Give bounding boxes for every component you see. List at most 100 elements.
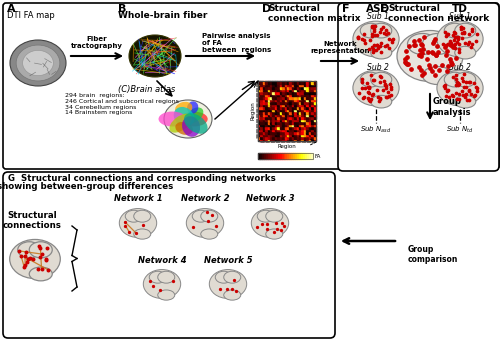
Bar [263, 99, 265, 101]
Bar [267, 126, 270, 129]
Bar [279, 131, 282, 133]
Bar [289, 89, 291, 91]
Bar [287, 133, 289, 136]
Bar [311, 81, 313, 84]
Bar [275, 91, 277, 93]
Bar [296, 131, 299, 133]
Bar [303, 126, 306, 129]
Bar [301, 114, 303, 116]
Bar [296, 99, 299, 101]
Bar [281, 153, 283, 159]
Ellipse shape [143, 269, 180, 298]
Ellipse shape [422, 33, 451, 55]
Bar [308, 93, 311, 96]
Bar [267, 106, 270, 108]
Bar [267, 114, 270, 116]
Bar [306, 131, 308, 133]
Bar [301, 126, 303, 129]
Bar [270, 116, 272, 119]
Bar [282, 91, 284, 93]
Bar [313, 116, 315, 119]
Bar [306, 91, 308, 93]
Bar [282, 114, 284, 116]
Ellipse shape [209, 269, 246, 298]
Bar [291, 138, 294, 141]
Bar [258, 86, 260, 89]
Bar [265, 91, 267, 93]
Bar [272, 96, 275, 99]
Bar [289, 129, 291, 131]
Bar [311, 114, 313, 116]
Bar [275, 131, 277, 133]
Bar [289, 119, 291, 121]
Bar [306, 129, 308, 131]
Bar [267, 111, 270, 114]
Bar [258, 123, 260, 126]
Bar [270, 108, 272, 111]
Bar [265, 106, 267, 108]
Bar [279, 116, 282, 119]
Bar [277, 84, 279, 86]
Bar [279, 91, 282, 93]
Bar [258, 138, 260, 141]
Bar [303, 111, 306, 114]
Bar [306, 86, 308, 89]
Text: Pairwise analysis
of FA
between  regions: Pairwise analysis of FA between regions [201, 33, 271, 53]
Bar [296, 91, 299, 93]
Bar [291, 136, 294, 138]
Bar [284, 96, 287, 99]
Bar [275, 123, 277, 126]
Bar [287, 153, 289, 159]
Bar [270, 138, 272, 141]
Bar [289, 99, 291, 101]
Bar [313, 89, 315, 91]
Bar [311, 129, 313, 131]
Text: Network 4: Network 4 [137, 256, 186, 265]
Ellipse shape [133, 210, 150, 222]
Text: Network 3: Network 3 [245, 194, 294, 203]
Bar [299, 111, 301, 114]
Bar [275, 119, 277, 121]
Bar [291, 131, 294, 133]
Bar [289, 153, 291, 159]
Bar [258, 84, 260, 86]
Bar [258, 106, 260, 108]
Bar [291, 108, 294, 111]
Bar [308, 136, 311, 138]
Bar [289, 106, 291, 108]
Bar [296, 114, 299, 116]
Bar [287, 138, 289, 141]
Bar [301, 91, 303, 93]
Bar [260, 114, 263, 116]
Bar [289, 136, 291, 138]
Bar [258, 153, 260, 159]
Text: Network 5: Network 5 [203, 256, 252, 265]
Bar [277, 123, 279, 126]
Bar [277, 111, 279, 114]
Ellipse shape [125, 210, 142, 222]
Bar [260, 93, 263, 96]
Bar [263, 126, 265, 129]
Bar [270, 104, 272, 106]
Bar [294, 86, 296, 89]
Bar [294, 131, 296, 133]
Ellipse shape [184, 113, 207, 134]
Bar [264, 153, 266, 159]
Bar [275, 116, 277, 119]
Ellipse shape [164, 100, 211, 138]
Bar [303, 123, 306, 126]
Bar [277, 86, 279, 89]
Bar [301, 106, 303, 108]
Bar [282, 133, 284, 136]
Bar [291, 81, 294, 84]
Bar [258, 133, 260, 136]
Bar [263, 136, 265, 138]
Bar [313, 138, 315, 141]
Bar [282, 119, 284, 121]
Bar [258, 101, 260, 104]
Bar [270, 93, 272, 96]
Bar [294, 99, 296, 101]
Bar [277, 108, 279, 111]
Ellipse shape [265, 229, 282, 239]
Text: Structural
connection matrix: Structural connection matrix [268, 4, 360, 24]
